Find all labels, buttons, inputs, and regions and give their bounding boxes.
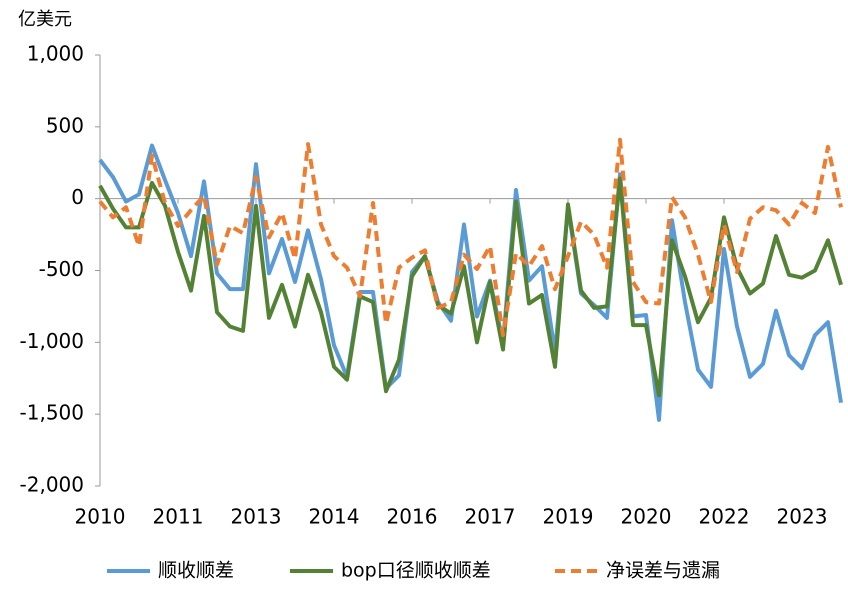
y-tick-label: 0 [71,185,84,209]
x-tick-label: 2017 [465,505,516,529]
y-tick-label: -2,000 [20,473,84,497]
unit-label: 亿美元 [18,9,72,30]
y-tick-label: -1,000 [20,329,84,353]
x-tick-label: 2014 [309,505,360,529]
x-tick-label: 2020 [621,505,672,529]
legend-label: 净误差与遗漏 [606,560,720,582]
series-line [98,137,843,338]
y-tick-label: -1,500 [20,401,84,425]
legend-label: 顺收顺差 [158,560,234,582]
x-tick-label: 2011 [153,505,204,529]
y-tick-label: 1,000 [27,42,84,66]
x-tick-label: 2016 [387,505,438,529]
series-line [98,143,843,422]
legend-label: bop口径顺收顺差 [341,560,491,582]
x-tick-label: 2022 [699,505,750,529]
y-tick-label: 500 [46,113,84,137]
x-tick-label: 2023 [777,505,828,529]
y-tick-label: -500 [39,257,84,281]
series-line [98,176,843,398]
x-tick-label: 2019 [543,505,594,529]
x-tick-label: 2013 [231,505,282,529]
x-tick-label: 2010 [75,505,126,529]
